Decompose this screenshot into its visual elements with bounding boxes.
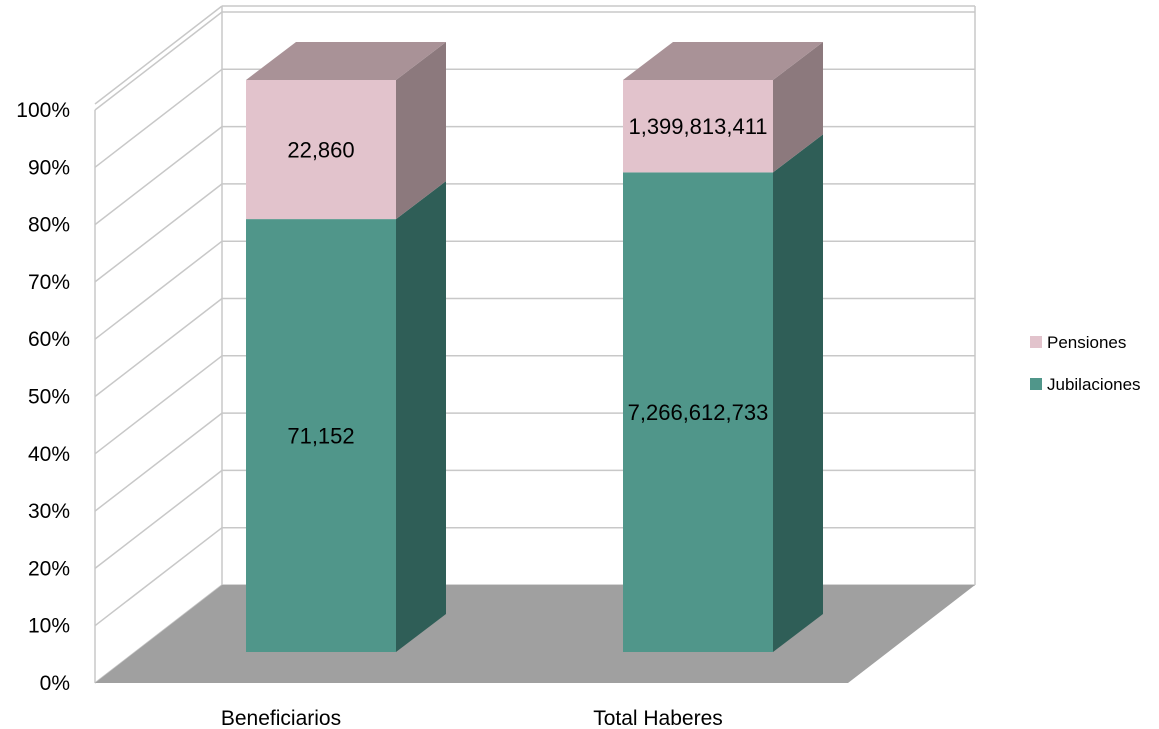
bar-segment-front <box>623 80 773 173</box>
legend-swatch <box>1030 336 1042 348</box>
bar-segment-side <box>396 42 446 220</box>
y-tick-label: 40% <box>28 443 70 466</box>
side-wall-gridline <box>94 355 223 455</box>
bar-segment-side <box>773 134 823 652</box>
y-tick-label: 90% <box>28 156 70 179</box>
side-wall-gridline <box>94 240 223 340</box>
chart-bars <box>246 42 823 652</box>
y-tick-label: 10% <box>28 615 70 638</box>
x-category-label: Beneficiarios <box>221 707 341 729</box>
y-tick-label: 30% <box>28 500 70 523</box>
bar-segment-front <box>623 172 773 652</box>
bar-segment-front <box>246 219 396 652</box>
y-tick-label: 50% <box>28 386 70 409</box>
legend-label: Jubilaciones <box>1047 375 1141 394</box>
legend: Pensiones Jubilaciones <box>1030 333 1141 394</box>
data-label: 22,860 <box>287 138 354 163</box>
y-tick-label: 60% <box>28 328 70 351</box>
y-tick-label: 20% <box>28 557 70 580</box>
x-category-label: Total Haberes <box>593 707 723 729</box>
data-label: 1,399,813,411 <box>628 114 767 139</box>
bar-segment-top <box>246 42 446 80</box>
y-tick-label: 70% <box>28 271 70 294</box>
y-tick-label: 0% <box>40 672 70 695</box>
data-labels: 71,152 22,860 7,266,612,733 1,399,813,411 <box>287 114 768 448</box>
side-wall-gridline <box>94 183 223 283</box>
side-wall-top-edge <box>94 5 223 105</box>
side-wall-gridline <box>94 126 223 226</box>
side-wall-gridline <box>94 297 223 398</box>
side-wall-gridline <box>94 11 223 111</box>
chart-floor <box>95 585 975 683</box>
side-wall-gridline <box>94 68 223 168</box>
data-label: 71,152 <box>287 424 354 449</box>
x-axis-categories: Beneficiarios Total Haberes <box>221 707 723 729</box>
chart-walls <box>94 5 976 684</box>
bar-segment-side <box>396 181 446 652</box>
y-tick-label: 80% <box>28 214 70 237</box>
data-label: 7,266,612,733 <box>628 400 769 425</box>
y-tick-label: 100% <box>16 99 70 122</box>
bar-segment-top <box>623 42 823 80</box>
chart-floor-plane <box>95 585 975 683</box>
bar-segment-front <box>246 80 396 220</box>
bar-segment-side <box>773 42 823 173</box>
side-wall-gridline <box>94 412 223 512</box>
legend-swatch <box>1030 378 1042 390</box>
y-axis-ticks: 0% 10% 20% 30% 40% 50% 60% 70% 80% 90% 100% <box>16 99 70 695</box>
side-wall-gridline <box>94 527 223 627</box>
legend-label: Pensiones <box>1047 333 1126 352</box>
side-wall-gridline <box>94 469 223 569</box>
